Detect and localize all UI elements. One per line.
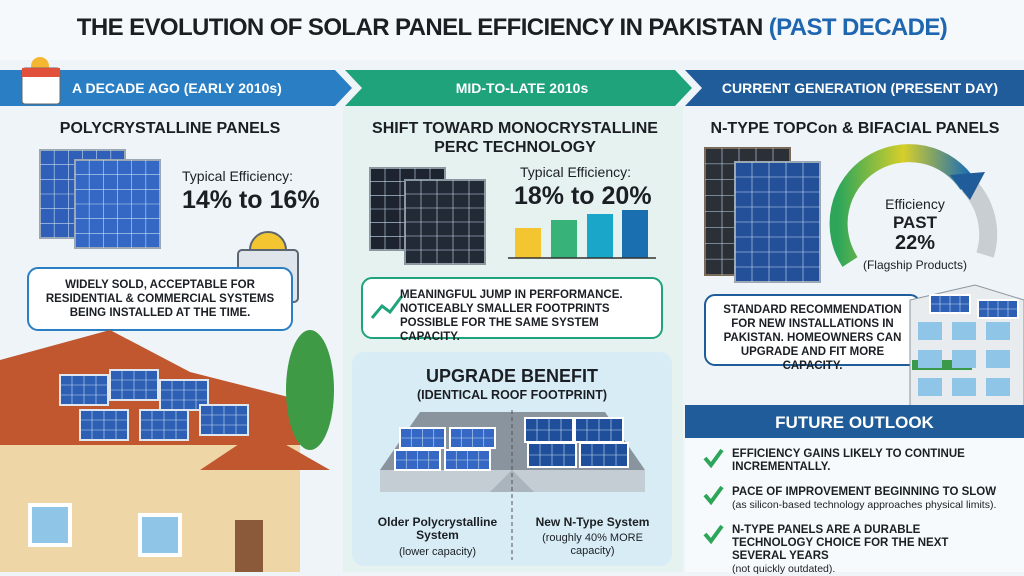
outlook-note: (not quickly outdated). [732, 563, 836, 575]
calendar-top [22, 68, 60, 77]
efficiency-value: 14% to 16% [182, 186, 320, 214]
outlook-text: PACE OF IMPROVEMENT BEGINNING TO SLOW [732, 486, 997, 498]
tree [286, 330, 334, 450]
column-header: CURRENT GENERATION (PRESENT DAY) [721, 80, 999, 96]
outlook-item: PACE OF IMPROVEMENT BEGINNING TO SLOW (as… [732, 486, 1002, 512]
outlook-title: FUTURE OUTLOOK [775, 413, 934, 432]
outlook-body [685, 438, 1024, 572]
upgrade-subtitle: (IDENTICAL ROOF FOOTPRINT) [416, 388, 608, 402]
door [235, 520, 263, 572]
gauge-pointer [950, 172, 985, 200]
title-band [0, 0, 1024, 60]
column-subtitle: POLYCRYSTALLINE PANELS [59, 120, 281, 137]
outlook-item: N-TYPE PANELS ARE A DURABLE TECHNOLOGY C… [732, 524, 1002, 576]
efficiency-label: Typical Efficiency: [520, 164, 632, 180]
bar-icon [622, 210, 648, 258]
window [138, 513, 182, 557]
efficiency-label: Typical Efficiency: [182, 168, 294, 184]
window [918, 350, 942, 368]
growth-icon [370, 295, 404, 319]
check-icon [703, 448, 724, 469]
outlook-header [685, 405, 1024, 438]
page-title: THE EVOLUTION OF SOLAR PANEL EFFICIENCY … [0, 14, 1024, 42]
title-highlight: (PAST DECADE) [768, 14, 948, 41]
window [986, 322, 1010, 340]
efficiency-note: (Flagship Products) [862, 258, 968, 272]
title-main: THE EVOLUTION OF SOLAR PANEL EFFICIENCY … [76, 14, 763, 41]
outlook-text: N-TYPE PANELS ARE A DURABLE TECHNOLOGY C… [732, 524, 949, 562]
bar-icon [515, 228, 541, 258]
window [918, 322, 942, 340]
banner [685, 70, 1024, 106]
junction-box-dome [248, 231, 288, 251]
banner [345, 70, 692, 106]
column-note: MEANINGFUL JUMP IN PERFORMANCE. NOTICEAB… [400, 289, 623, 343]
column-subtitle: SHIFT TOWARD MONOCRYSTALLINE PERC TECHNO… [372, 120, 658, 156]
note-box [361, 277, 663, 339]
bar-icon [551, 220, 577, 258]
efficiency-value: 18% to 20% [514, 182, 652, 210]
window [918, 378, 942, 396]
column-header: MID-TO-LATE 2010s [455, 80, 589, 96]
window [986, 350, 1010, 368]
window [952, 322, 976, 340]
upgrade-title: UPGRADE BENEFIT [425, 366, 598, 386]
efficiency-value: 22% [894, 232, 936, 254]
outlook-note: (as silicon-based technology approaches … [732, 499, 997, 511]
window [952, 350, 976, 368]
efficiency-label: Efficiency [885, 196, 945, 212]
outlook-item: EFFICIENCY GAINS LIKELY TO CONTINUE INCR… [732, 448, 1002, 474]
column-note: WIDELY SOLD, ACCEPTABLE FOR RESIDENTIAL … [45, 279, 275, 319]
check-icon [703, 485, 724, 506]
window [952, 378, 976, 396]
window [28, 503, 72, 547]
bar-icon [587, 214, 613, 258]
upgrade-left-note: (lower capacity) [398, 546, 477, 558]
window [986, 378, 1010, 396]
outlook-text: EFFICIENCY GAINS LIKELY TO CONTINUE INCR… [732, 448, 965, 473]
upgrade-right-label: New N-Type System [535, 515, 650, 529]
gauge-arc [829, 144, 976, 267]
banner [0, 70, 352, 106]
column-header: A DECADE AGO (EARLY 2010s) [72, 80, 282, 96]
note-box [27, 267, 293, 331]
efficiency-prefix: PAST [892, 213, 938, 232]
upgrade-left-label: Older Polycrystalline System [377, 515, 498, 542]
check-icon [703, 524, 724, 545]
upgrade-right-note: (roughly 40% MORE capacity) [542, 532, 643, 557]
house-roof [200, 430, 330, 470]
column-subtitle: N-TYPE TOPCon & BIFACIAL PANELS [710, 120, 1000, 137]
column-note: STANDARD RECOMMENDATION FOR NEW INSTALLA… [723, 304, 902, 372]
